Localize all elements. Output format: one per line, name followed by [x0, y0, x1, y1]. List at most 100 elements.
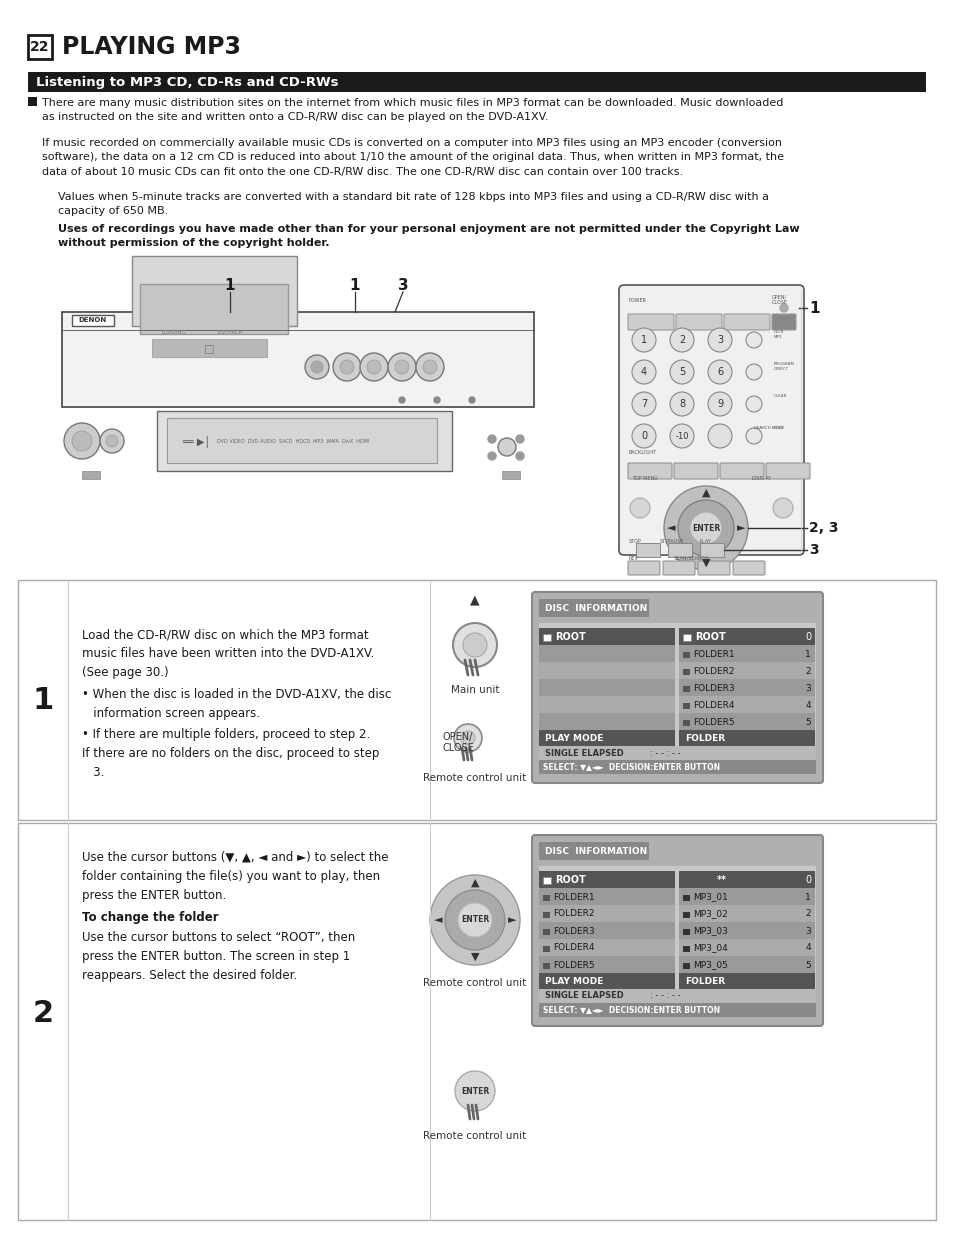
Text: ROOT: ROOT	[695, 632, 725, 642]
Text: SINGLE ELAPSED: SINGLE ELAPSED	[544, 748, 623, 757]
Text: Remote control unit: Remote control unit	[423, 978, 526, 988]
Bar	[538, 922, 675, 939]
Circle shape	[707, 392, 731, 416]
Circle shape	[669, 328, 693, 353]
FancyBboxPatch shape	[532, 593, 822, 783]
Bar	[28, 35, 52, 59]
Circle shape	[359, 353, 388, 381]
Bar	[62, 312, 534, 407]
Text: PLAY: PLAY	[700, 538, 711, 543]
Text: SELECT: ▼▲◄►  DECISION:ENTER BUTTON: SELECT: ▼▲◄► DECISION:ENTER BUTTON	[542, 762, 720, 772]
Text: CD-R
MP3: CD-R MP3	[773, 330, 783, 339]
Text: SEARCH MODE: SEARCH MODE	[753, 426, 783, 430]
Text: 2: 2	[804, 667, 810, 675]
Bar	[28, 96, 37, 106]
Bar	[679, 644, 814, 662]
Text: 22: 22	[30, 40, 50, 54]
Bar	[682, 896, 689, 901]
Text: OPEN/
CLOSE: OPEN/ CLOSE	[771, 294, 787, 306]
Text: 3: 3	[717, 335, 722, 345]
Text: OPEN/: OPEN/	[442, 732, 473, 742]
Text: CLEAR: CLEAR	[773, 395, 786, 398]
Circle shape	[454, 724, 481, 752]
Text: ══ ▶│: ══ ▶│	[182, 435, 210, 447]
Text: ◄: ◄	[666, 523, 675, 533]
Bar	[679, 713, 814, 730]
Text: 3: 3	[397, 277, 408, 292]
Bar	[538, 939, 675, 956]
Text: FOLDER5: FOLDER5	[692, 717, 734, 726]
Circle shape	[663, 486, 747, 570]
Circle shape	[669, 360, 693, 383]
Circle shape	[497, 438, 516, 456]
Text: ST./PAUSE: ST./PAUSE	[659, 538, 683, 543]
Circle shape	[678, 500, 733, 555]
Bar	[132, 256, 296, 327]
Bar	[18, 580, 935, 820]
Bar	[538, 905, 675, 922]
Text: PLAYING MP3: PLAYING MP3	[62, 35, 241, 59]
Text: DENON: DENON	[79, 317, 107, 323]
Bar	[542, 929, 550, 935]
Text: 3: 3	[808, 543, 818, 557]
Text: ▲: ▲	[701, 489, 709, 499]
Text: 1: 1	[808, 301, 819, 315]
Text: 4: 4	[640, 367, 646, 377]
Text: FOLDER1: FOLDER1	[553, 893, 594, 902]
Circle shape	[457, 903, 492, 936]
Text: FOLDER1: FOLDER1	[692, 649, 734, 658]
Circle shape	[430, 875, 519, 965]
Bar	[538, 662, 675, 679]
Bar	[538, 713, 675, 730]
Text: CLOSE: CLOSE	[442, 743, 475, 753]
Text: ENTER: ENTER	[460, 1086, 489, 1096]
Bar	[682, 912, 689, 918]
Circle shape	[631, 328, 656, 353]
Bar	[82, 471, 100, 479]
Bar	[542, 635, 551, 641]
Bar	[679, 905, 814, 922]
Text: ENTER: ENTER	[460, 915, 489, 924]
Circle shape	[305, 355, 329, 379]
Bar	[682, 703, 689, 709]
Bar	[538, 760, 815, 774]
FancyBboxPatch shape	[732, 562, 764, 575]
Text: 1: 1	[32, 685, 53, 715]
Text: Use the cursor buttons (▼, ▲, ◄ and ►) to select the
folder containing the file(: Use the cursor buttons (▼, ▲, ◄ and ►) t…	[82, 851, 388, 902]
Bar	[538, 842, 648, 860]
Text: 3: 3	[804, 684, 810, 693]
Bar	[538, 990, 815, 1003]
Circle shape	[460, 731, 475, 745]
FancyBboxPatch shape	[627, 314, 673, 330]
Circle shape	[745, 428, 761, 444]
Bar	[538, 956, 675, 974]
Bar	[542, 946, 550, 952]
Text: MP3_01: MP3_01	[692, 893, 727, 902]
Text: 1: 1	[804, 649, 810, 658]
FancyBboxPatch shape	[771, 314, 795, 330]
Circle shape	[631, 392, 656, 416]
Circle shape	[422, 360, 436, 374]
Text: V.SEARCH: V.SEARCH	[216, 329, 244, 334]
Bar	[682, 720, 689, 726]
FancyBboxPatch shape	[627, 463, 671, 479]
Text: 6: 6	[717, 367, 722, 377]
Text: ▲: ▲	[470, 594, 479, 606]
Bar	[679, 939, 814, 956]
Circle shape	[64, 423, 100, 459]
Text: ENTER: ENTER	[691, 523, 720, 532]
FancyBboxPatch shape	[676, 314, 721, 330]
Bar	[167, 418, 436, 463]
Circle shape	[462, 633, 486, 657]
Text: ▼: ▼	[470, 952, 478, 962]
Text: MP3_02: MP3_02	[692, 909, 727, 919]
Text: PLAY MODE: PLAY MODE	[544, 734, 602, 742]
Bar	[682, 669, 689, 675]
Bar	[18, 823, 935, 1220]
Circle shape	[745, 332, 761, 348]
Text: ROOT: ROOT	[555, 632, 585, 642]
Circle shape	[669, 424, 693, 448]
Circle shape	[516, 452, 523, 460]
FancyBboxPatch shape	[627, 562, 659, 575]
Bar	[679, 888, 814, 905]
